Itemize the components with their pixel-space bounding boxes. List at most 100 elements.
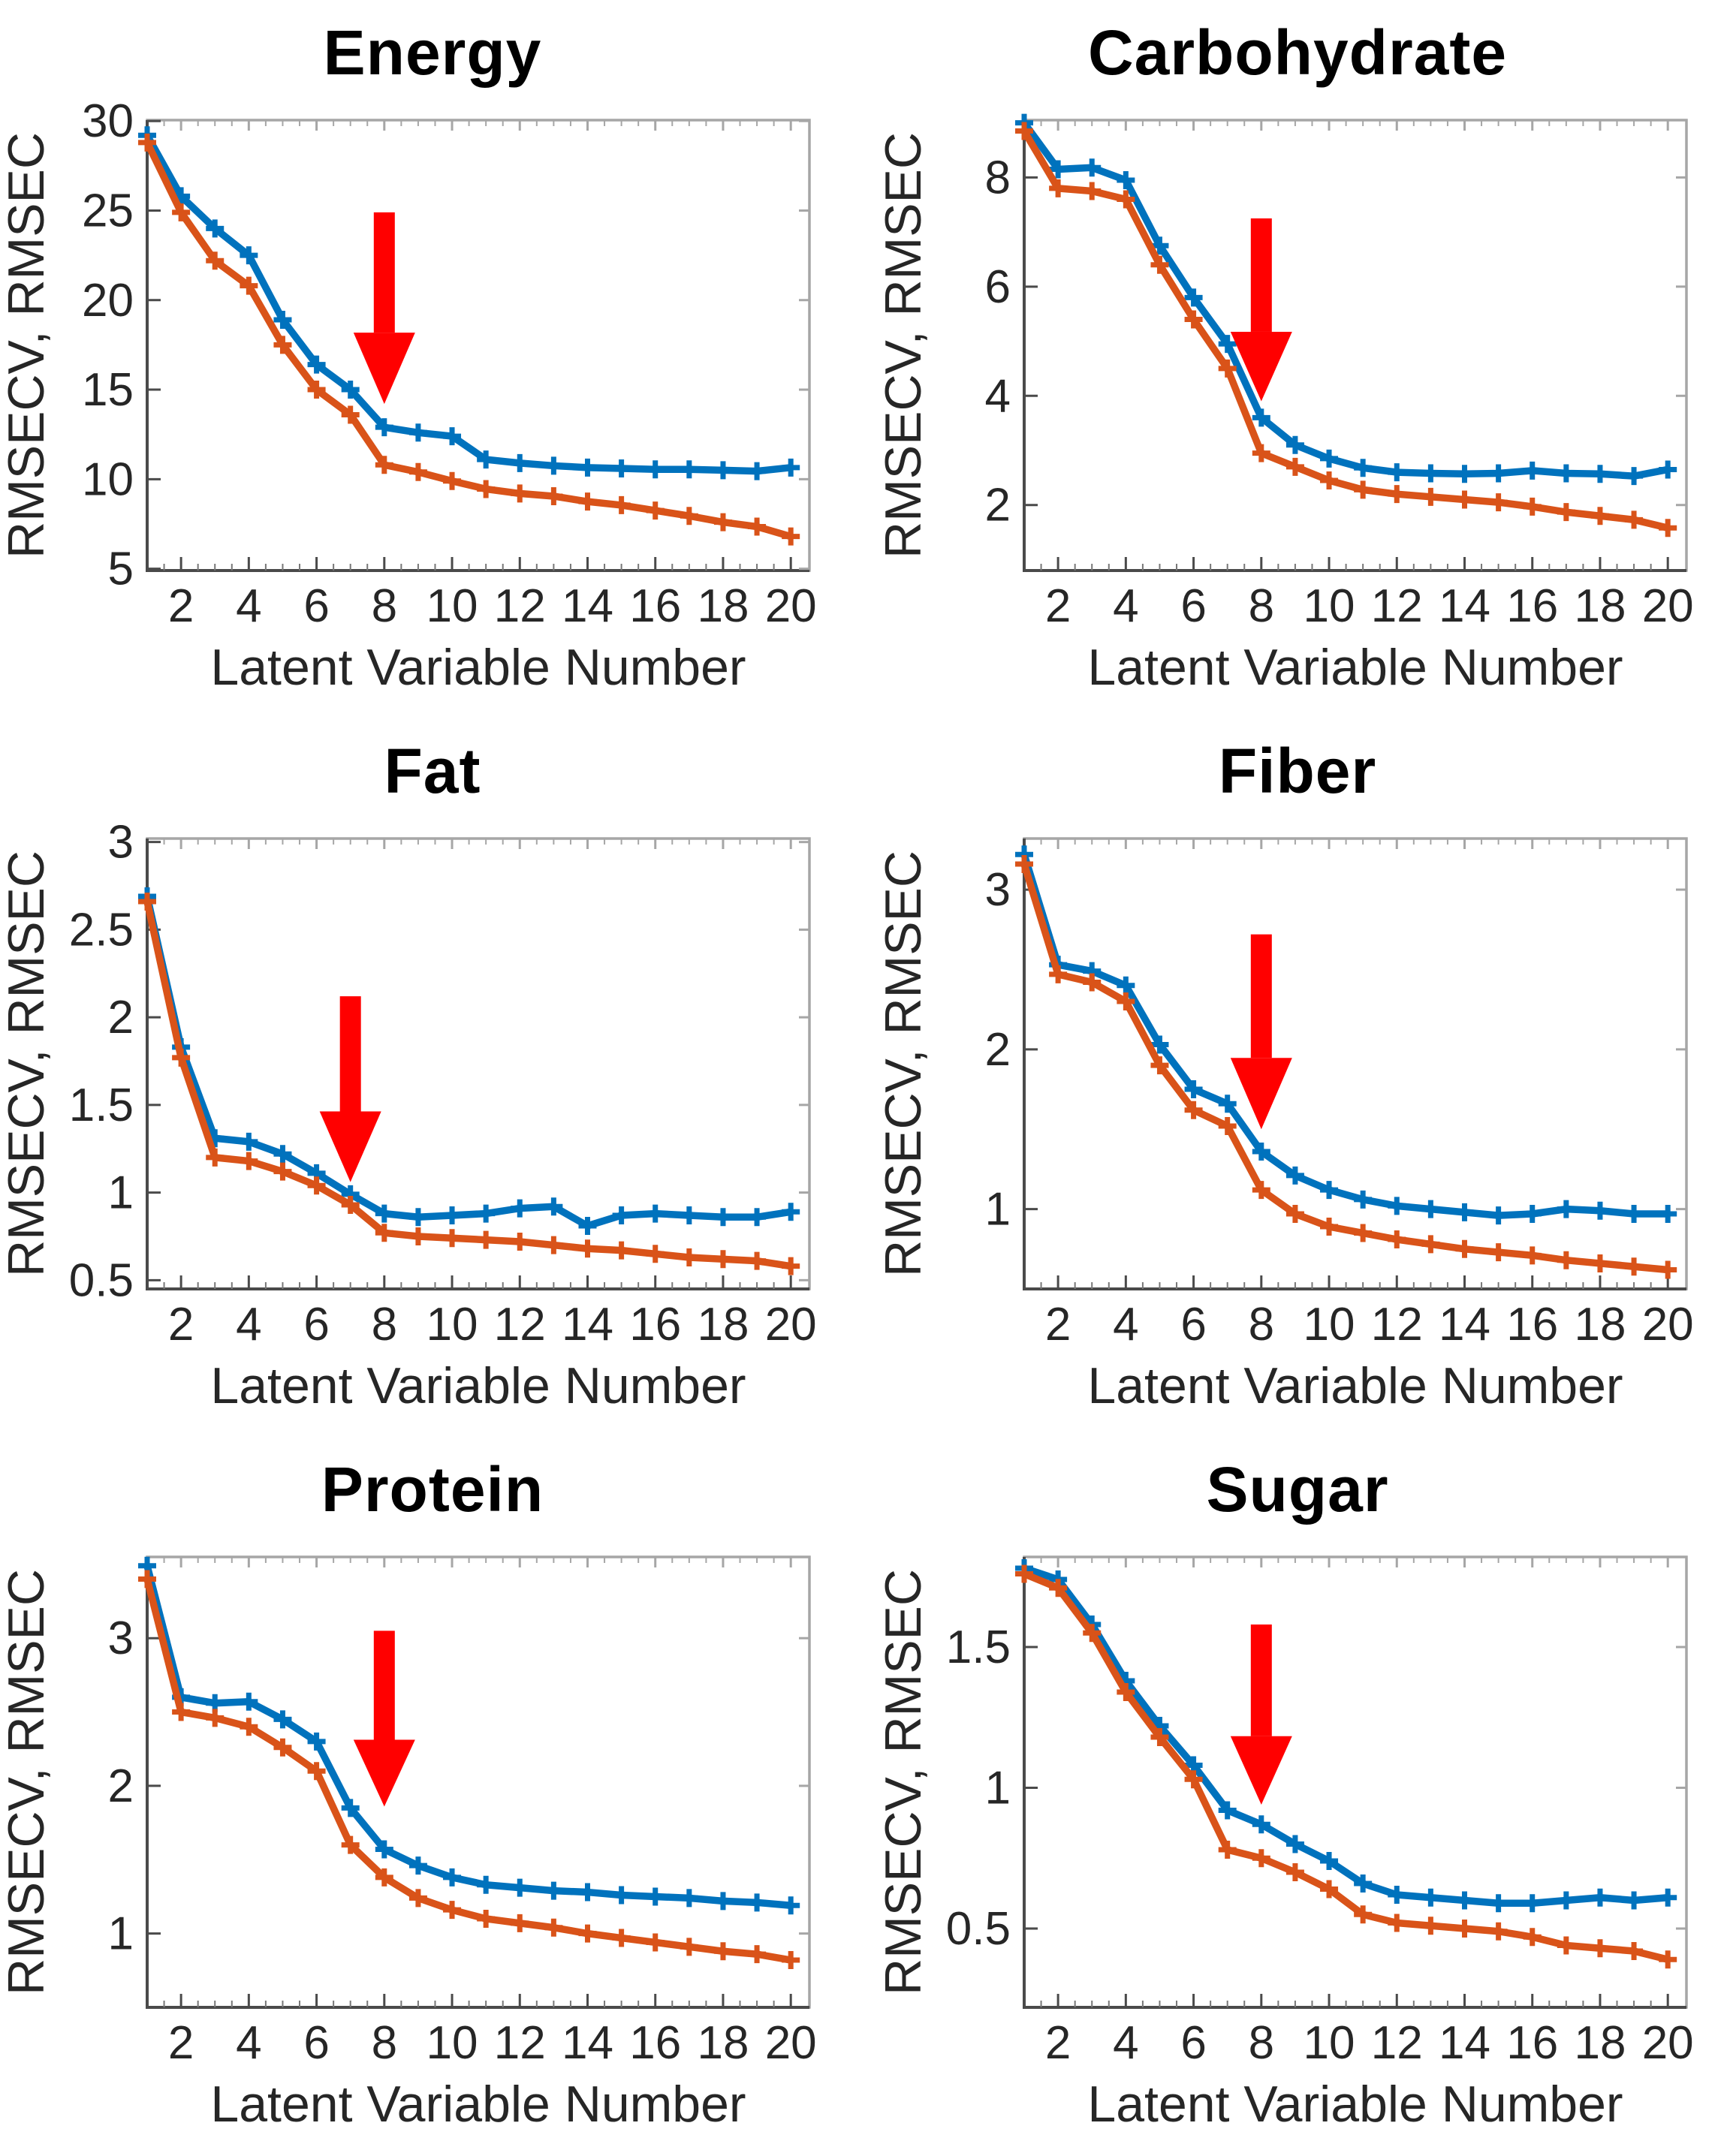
x-tick-label: 12 bbox=[494, 1299, 546, 1351]
x-tick-label: 16 bbox=[629, 2017, 681, 2069]
x-tick-label: 16 bbox=[629, 1299, 681, 1351]
chart-plot-area-protein: 2 4 6 8 10 12 14 16 18 20 1 2 3 Latent Variable Numbe… bbox=[0, 1437, 865, 2155]
x-tick-label: 12 bbox=[1371, 2017, 1423, 2069]
y-tick-label: 0.5 bbox=[69, 1254, 134, 1306]
y-tick-label: 3 bbox=[108, 1612, 134, 1664]
series-line-rmsecv bbox=[143, 131, 794, 475]
series-markers-rmsec bbox=[1015, 122, 1677, 537]
series-line-rmsecv bbox=[143, 1562, 794, 1910]
x-tick-label: 14 bbox=[1439, 2017, 1490, 2069]
axes-left-bottom bbox=[146, 1557, 809, 2009]
selected-lv-arrow-icon bbox=[353, 212, 415, 405]
x-tick-label: 16 bbox=[629, 580, 681, 632]
x-tick-label: 16 bbox=[1506, 2017, 1558, 2069]
x-axis-label: Latent Variable Number bbox=[1087, 2076, 1623, 2133]
axes-box bbox=[146, 837, 811, 1290]
axes-left-bottom bbox=[146, 120, 809, 572]
y-tick-label: 2 bbox=[985, 480, 1011, 531]
x-tick-label: 6 bbox=[303, 2017, 329, 2069]
x-tick-label: 6 bbox=[1180, 1299, 1206, 1351]
series-markers-rmsecv bbox=[1015, 1559, 1677, 1913]
y-axis-label: RMSECV, RMSEC bbox=[875, 1569, 932, 1995]
x-tick-label: 14 bbox=[562, 1299, 613, 1351]
y-tick-label: 6 bbox=[985, 261, 1011, 313]
subplot-fat: Fat 2 4 6 8 10 12 14 16 18 20 0.5 1 1.5 2 2.5 3 Latent V… bbox=[0, 718, 865, 1437]
series-line-rmsec bbox=[1020, 127, 1671, 532]
tick-labels: 2 4 6 8 10 12 14 16 18 20 5 10 15 20 25 30 bbox=[82, 95, 817, 632]
x-tick-label: 12 bbox=[1371, 1299, 1423, 1351]
y-tick-label: 8 bbox=[985, 152, 1011, 203]
x-tick-label: 2 bbox=[1045, 2017, 1071, 2069]
x-tick-label: 4 bbox=[1113, 580, 1138, 632]
x-tick-label: 8 bbox=[1249, 2017, 1274, 2069]
axis-ticks bbox=[1024, 1557, 1686, 2007]
series-line-rmsecv bbox=[143, 893, 794, 1230]
y-tick-label: 1 bbox=[108, 1908, 134, 1960]
subplot-protein: Protein 2 4 6 8 10 12 14 16 18 20 1 2 3 Latent Variab… bbox=[0, 1437, 865, 2155]
y-tick-label: 2 bbox=[108, 1760, 134, 1812]
series-markers-rmsec bbox=[138, 893, 800, 1275]
x-tick-label: 2 bbox=[168, 580, 194, 632]
x-tick-label: 6 bbox=[303, 580, 329, 632]
chart-plot-area-energy: 2 4 6 8 10 12 14 16 18 20 5 10 15 20 25 30 Latent Variab… bbox=[0, 0, 865, 718]
series-line-rmsecv bbox=[1020, 1564, 1671, 1907]
axis-ticks bbox=[147, 119, 809, 571]
x-tick-label: 2 bbox=[168, 1299, 194, 1351]
selected-lv-arrow-icon bbox=[319, 996, 381, 1182]
axes-box bbox=[1023, 1555, 1688, 2009]
x-tick-label: 8 bbox=[372, 580, 397, 632]
chart-canvas: 2 4 6 8 10 12 14 16 18 20 0.5 1 1.5 Latent Variable N… bbox=[875, 1555, 1694, 2133]
x-tick-label: 10 bbox=[1304, 1299, 1355, 1351]
x-tick-label: 6 bbox=[1180, 2017, 1206, 2069]
axes-left-bottom bbox=[1023, 120, 1686, 572]
y-tick-label: 10 bbox=[82, 453, 134, 505]
x-tick-label: 4 bbox=[1113, 2017, 1138, 2069]
series-markers-rmsec bbox=[138, 133, 800, 546]
series-markers-rmsecv bbox=[138, 1556, 800, 1915]
tick-labels: 2 4 6 8 10 12 14 16 18 20 0.5 1 1.5 bbox=[946, 1622, 1694, 2069]
x-tick-label: 20 bbox=[765, 2017, 817, 2069]
chart-title-protein: Protein bbox=[321, 1454, 544, 1525]
x-tick-label: 8 bbox=[372, 2017, 397, 2069]
x-tick-label: 8 bbox=[1249, 580, 1274, 632]
subplot-carbohydrate: Carbohydrate 2 4 6 8 10 12 14 16 18 20 2 4 6 8 Latent … bbox=[865, 0, 1730, 718]
selected-lv-arrow-icon bbox=[353, 1631, 415, 1807]
x-tick-label: 20 bbox=[1642, 2017, 1694, 2069]
axes-left-bottom bbox=[146, 839, 809, 1290]
x-tick-label: 16 bbox=[1506, 1299, 1558, 1351]
chart-title-sugar: Sugar bbox=[1206, 1454, 1389, 1525]
axis-ticks bbox=[1024, 839, 1686, 1289]
x-tick-label: 14 bbox=[562, 2017, 613, 2069]
x-tick-label: 18 bbox=[697, 580, 749, 632]
x-tick-label: 2 bbox=[1045, 580, 1071, 632]
series-markers-rmsecv bbox=[138, 126, 800, 480]
axes-box bbox=[146, 119, 811, 572]
axis-ticks bbox=[147, 1557, 809, 2007]
y-tick-label: 2.5 bbox=[69, 904, 134, 956]
y-tick-label: 1.5 bbox=[69, 1080, 134, 1131]
selected-lv-arrow-icon bbox=[1230, 934, 1292, 1130]
y-tick-label: 3 bbox=[108, 817, 134, 869]
y-tick-label: 30 bbox=[82, 95, 134, 147]
series-line-rmsecv bbox=[1020, 119, 1671, 480]
x-tick-label: 18 bbox=[1574, 1299, 1626, 1351]
x-axis-label: Latent Variable Number bbox=[1087, 639, 1623, 696]
x-tick-label: 18 bbox=[1574, 2017, 1626, 2069]
axes-box bbox=[1023, 837, 1688, 1290]
x-tick-label: 2 bbox=[1045, 1299, 1071, 1351]
chart-plot-area-fiber: 2 4 6 8 10 12 14 16 18 20 1 2 3 Latent Variable Numbe… bbox=[865, 718, 1730, 1437]
x-tick-label: 10 bbox=[426, 580, 478, 632]
axes-left-bottom bbox=[1023, 1557, 1686, 2009]
x-axis-label: Latent Variable Number bbox=[210, 2076, 746, 2133]
x-tick-label: 10 bbox=[426, 2017, 478, 2069]
x-tick-label: 6 bbox=[1180, 580, 1206, 632]
chart-title-fiber: Fiber bbox=[1218, 736, 1377, 806]
x-tick-label: 10 bbox=[1304, 2017, 1355, 2069]
chart-title-carbohydrate: Carbohydrate bbox=[1087, 17, 1508, 88]
x-tick-label: 18 bbox=[697, 1299, 749, 1351]
x-tick-label: 12 bbox=[494, 580, 546, 632]
chart-title-energy: Energy bbox=[323, 17, 542, 88]
